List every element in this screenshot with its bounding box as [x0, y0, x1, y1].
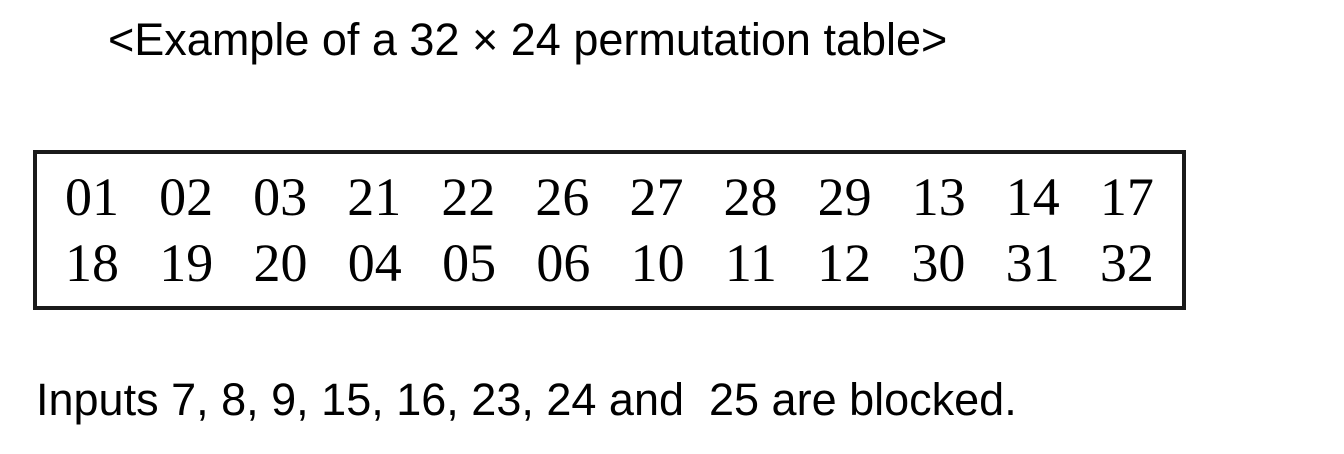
- table-cell: 17: [1099, 167, 1154, 227]
- table-cell: 26: [535, 167, 590, 227]
- table-cell: 22: [441, 167, 496, 227]
- table-cell: 13: [911, 167, 966, 227]
- table-cell: 12: [817, 233, 872, 293]
- table-cell: 04: [347, 233, 402, 293]
- table-cell: 14: [1005, 167, 1060, 227]
- figure-title: <Example of a 32 × 24 permutation table>: [108, 14, 948, 65]
- table-cell: 05: [442, 233, 497, 293]
- table-row-2: 18 19 20 04 05 06 10 11 12 30 31 32: [37, 230, 1182, 296]
- table-cell: 02: [159, 167, 214, 227]
- table-cell: 29: [817, 167, 872, 227]
- table-cell: 06: [536, 233, 591, 293]
- table-cell: 30: [911, 233, 966, 293]
- table-cell: 32: [1099, 233, 1154, 293]
- permutation-table: 01 02 03 21 22 26 27 28 29 13 14 17 18 1…: [33, 150, 1186, 310]
- table-cell: 21: [347, 167, 402, 227]
- table-cell: 31: [1005, 233, 1060, 293]
- table-cell: 03: [253, 167, 308, 227]
- table-row-1: 01 02 03 21 22 26 27 28 29 13 14 17: [37, 164, 1182, 230]
- table-cell: 27: [629, 167, 684, 227]
- table-cell: 18: [65, 233, 119, 293]
- table-cell: 10: [630, 233, 685, 293]
- table-cell: 19: [159, 233, 214, 293]
- table-cell: 20: [253, 233, 308, 293]
- table-cell: 11: [724, 233, 777, 293]
- table-cell: 01: [65, 167, 119, 227]
- table-cell: 28: [723, 167, 778, 227]
- blocked-inputs-note: Inputs 7, 8, 9, 15, 16, 23, 24 and 25 ar…: [36, 374, 1017, 425]
